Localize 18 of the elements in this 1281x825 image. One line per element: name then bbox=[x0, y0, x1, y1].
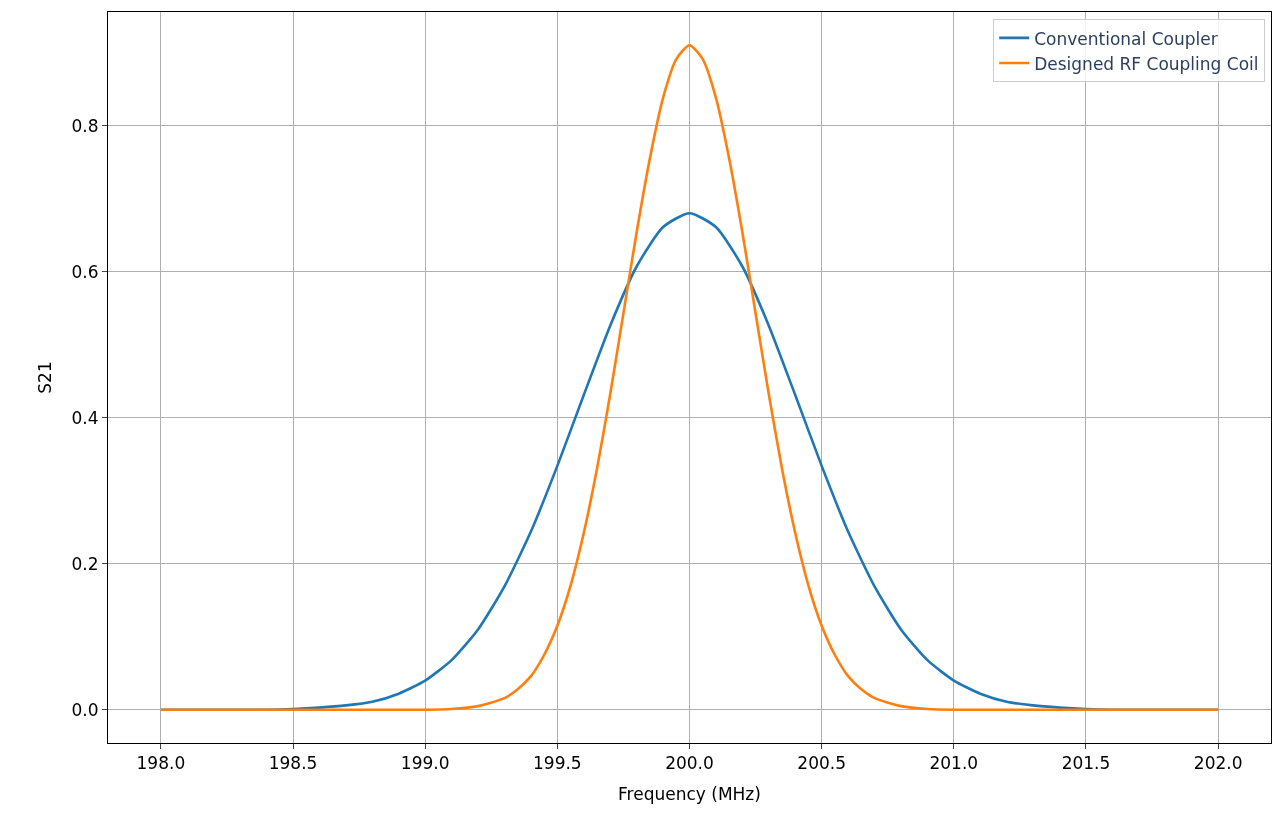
y-tick-label: 0.2 bbox=[71, 553, 99, 574]
x-tick-label: 200.5 bbox=[797, 753, 846, 774]
x-tick-label: 198.5 bbox=[268, 753, 318, 774]
x-tick-label: 200.0 bbox=[665, 753, 714, 774]
x-tick-label: 199.0 bbox=[400, 753, 450, 774]
legend-label: Conventional Coupler bbox=[1034, 28, 1218, 49]
x-tick-label: 201.5 bbox=[1061, 753, 1111, 774]
x-tick-label: 199.5 bbox=[533, 753, 582, 774]
y-tick-label: 0.6 bbox=[71, 261, 99, 282]
y-tick-label: 0.0 bbox=[71, 699, 99, 720]
x-axis-title: Frequency (MHz) bbox=[618, 783, 761, 804]
x-tick-label: 198.0 bbox=[136, 753, 186, 774]
y-tick-label: 0.8 bbox=[71, 115, 99, 136]
legend-label: Designed RF Coupling Coil bbox=[1034, 53, 1259, 74]
x-tick-label: 202.0 bbox=[1193, 753, 1243, 774]
x-tick-label: 201.0 bbox=[929, 753, 979, 774]
y-axis-title: S21 bbox=[35, 361, 56, 394]
y-tick-label: 0.4 bbox=[71, 407, 99, 428]
